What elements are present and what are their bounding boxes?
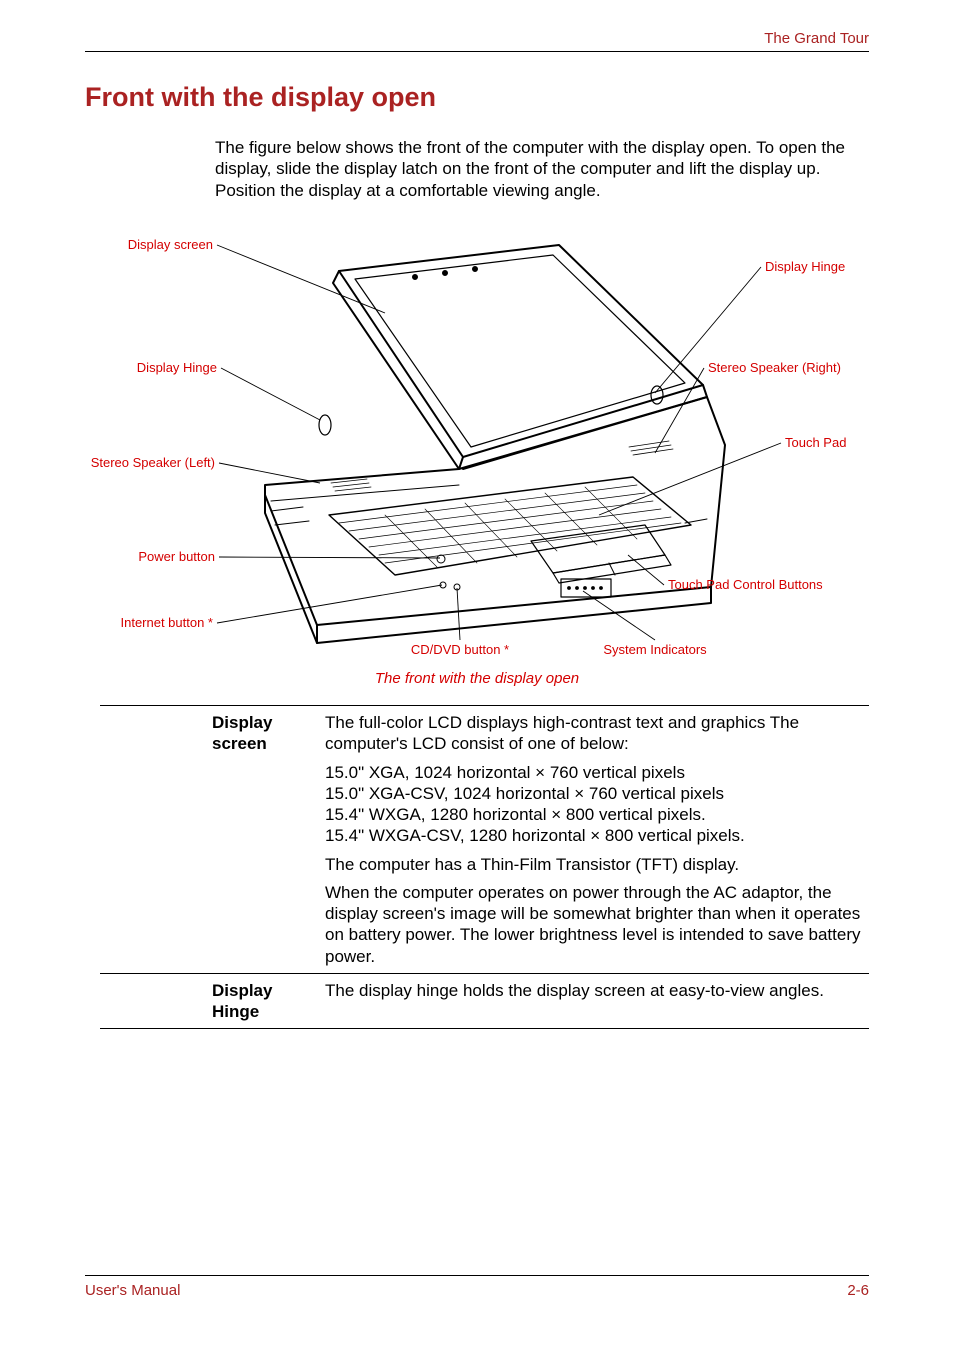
term-label: Display screen [100, 712, 315, 967]
definition-paragraph: 15.0" XGA, 1024 horizontal × 760 vertica… [325, 762, 869, 847]
callout-internet_button: Internet button * [120, 615, 213, 630]
header-chapter: The Grand Tour [85, 30, 869, 47]
callout-display_hinge_right: Display Hinge [765, 259, 845, 274]
callout-stereo_speaker_left: Stereo Speaker (Left) [91, 455, 215, 470]
callout-touch_pad: Touch Pad [785, 435, 846, 450]
callout-system_indicators: System Indicators [603, 642, 707, 657]
footer-manual-label: User's Manual [85, 1282, 180, 1299]
term-definition: The display hinge holds the display scre… [325, 980, 869, 1023]
term-definition: The full-color LCD displays high-contras… [325, 712, 869, 967]
intro-paragraph: The figure below shows the front of the … [215, 137, 869, 201]
callout-touch_pad_buttons: Touch Pad Control Buttons [668, 577, 823, 592]
definition-paragraph: The full-color LCD displays high-contras… [325, 712, 869, 755]
laptop-outline [265, 245, 725, 643]
definition-table: Display screenThe full-color LCD display… [100, 705, 869, 1029]
definition-paragraph: When the computer operates on power thro… [325, 882, 869, 967]
laptop-diagram-svg: Display screen Display Hinge Stereo Speake… [85, 225, 869, 705]
definition-paragraph: The computer has a Thin-Film Transistor … [325, 854, 869, 875]
table-row: Display screenThe full-color LCD display… [100, 705, 869, 973]
term-label: Display Hinge [100, 980, 315, 1023]
page-header: The Grand Tour [85, 30, 869, 52]
page-footer: User's Manual 2-6 [85, 1275, 869, 1299]
callout-display_hinge_left: Display Hinge [137, 360, 217, 375]
callout-display_screen: Display screen [128, 237, 213, 252]
figure-caption: The front with the display open [85, 670, 869, 687]
definition-paragraph: The display hinge holds the display scre… [325, 980, 869, 1001]
figure-laptop-open: Display screen Display Hinge Stereo Speake… [85, 225, 869, 705]
callout-power_button: Power button [138, 549, 215, 564]
callout-stereo_speaker_right: Stereo Speaker (Right) [708, 360, 841, 375]
footer-page-number: 2-6 [847, 1282, 869, 1299]
callout-cddvd_button: CD/DVD button * [411, 642, 509, 657]
section-title: Front with the display open [85, 82, 436, 113]
table-row: Display Hinge The display hinge holds the… [100, 973, 869, 1030]
